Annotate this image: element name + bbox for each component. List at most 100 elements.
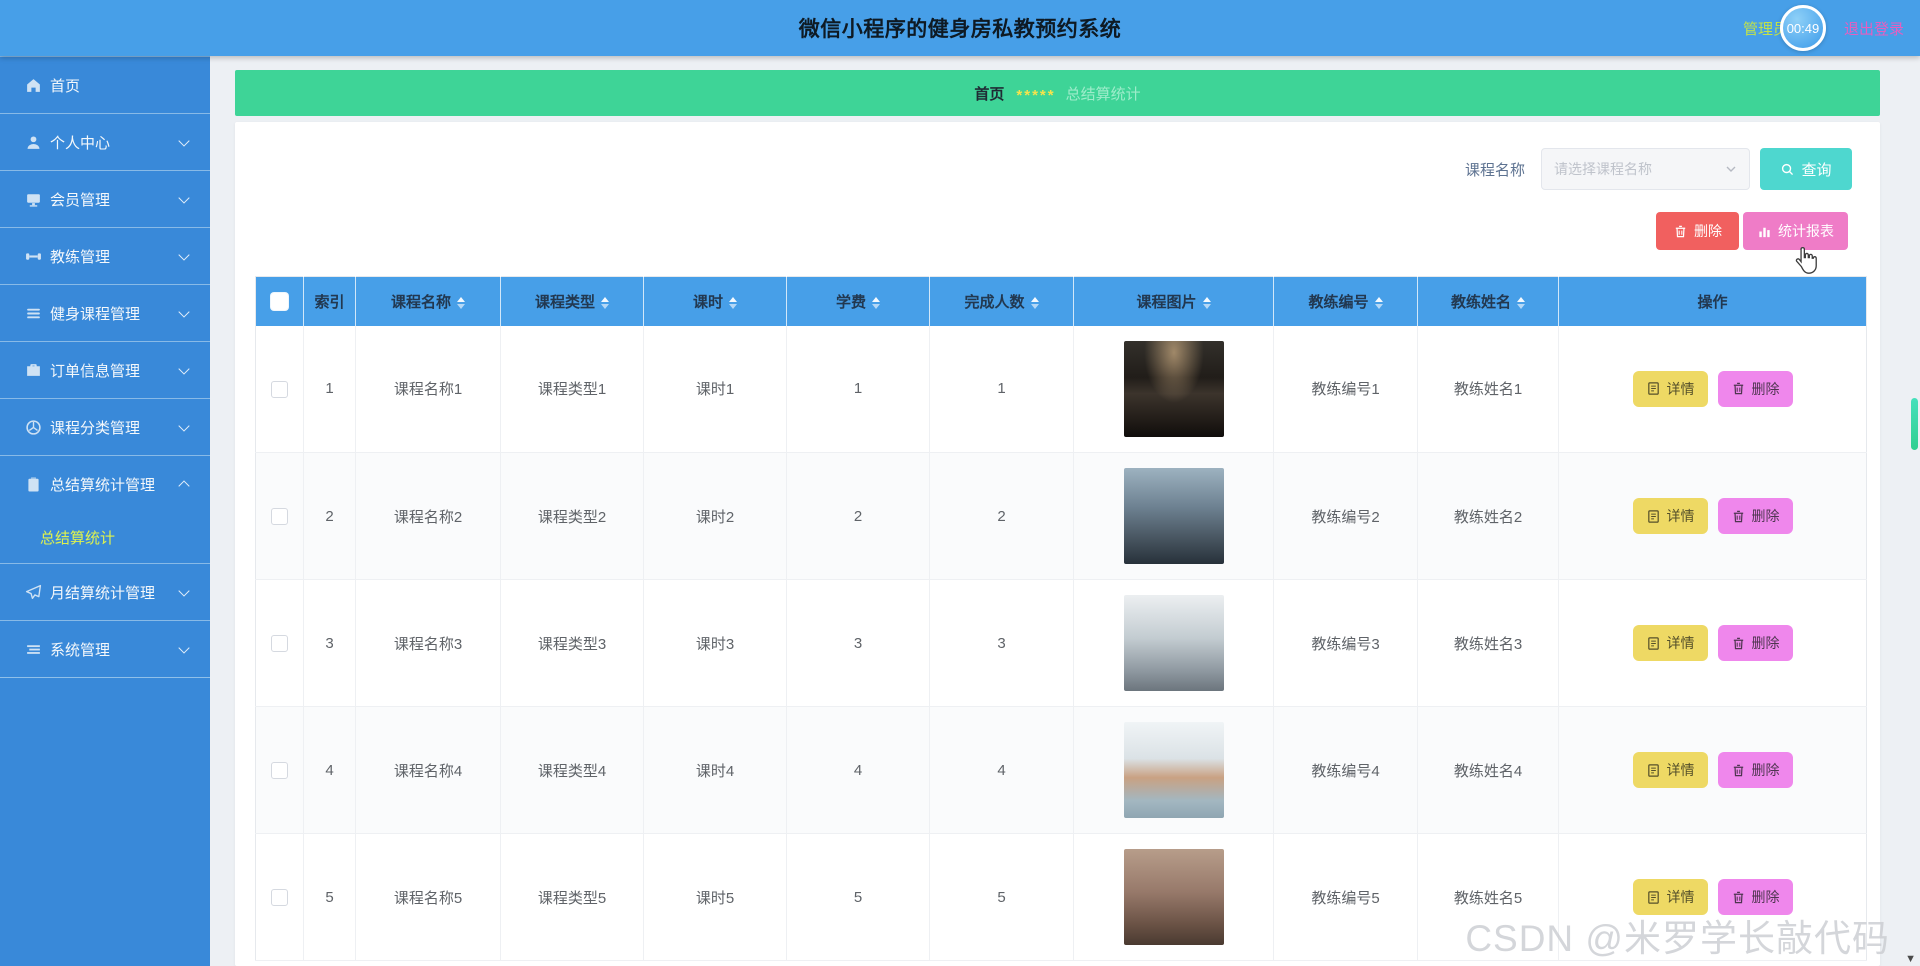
cell-fee: 3 xyxy=(786,579,930,707)
sidebar-subitem[interactable]: 总结算统计 xyxy=(40,530,116,547)
trash-icon xyxy=(1731,763,1746,778)
column-header[interactable]: 教练姓名 xyxy=(1417,276,1559,326)
page-title: 微信小程序的健身房私教预约系统 xyxy=(798,18,1122,41)
chevron-down-icon xyxy=(1725,163,1737,175)
select-all-header xyxy=(255,276,304,326)
scroll-down-arrow-icon[interactable]: ▼ xyxy=(1905,953,1916,965)
paper-plane-icon xyxy=(25,584,42,601)
cell-course-name: 课程名称4 xyxy=(355,706,501,834)
column-header[interactable]: 教练编号 xyxy=(1273,276,1418,326)
column-header[interactable]: 课程图片 xyxy=(1073,276,1274,326)
sort-icon[interactable] xyxy=(729,296,737,309)
cell-course-name: 课程名称1 xyxy=(355,325,501,453)
sort-icon[interactable] xyxy=(457,296,465,309)
trash-icon xyxy=(1673,224,1688,239)
row-checkbox[interactable] xyxy=(271,888,288,906)
delete-button[interactable]: 删除 xyxy=(1656,212,1739,250)
table-row: 5 课程名称5 课程类型5 课时5 5 5 教练编号5 教练姓名5 详情 删除 xyxy=(255,833,1867,961)
sidebar-item-orders[interactable]: 订单信息管理 xyxy=(0,341,210,398)
trash-icon xyxy=(1731,509,1746,524)
main-content: 首页 ***** 总结算统计 课程名称 请选择课程名称 查询 xyxy=(210,56,1920,966)
row-delete-button[interactable]: 删除 xyxy=(1717,752,1793,788)
cell-fee: 2 xyxy=(786,452,930,580)
cell-index: 2 xyxy=(303,452,356,580)
column-header[interactable]: 学费 xyxy=(786,276,930,326)
breadcrumb-home[interactable]: 首页 xyxy=(974,85,1005,103)
chevron-down-icon xyxy=(178,641,190,654)
cell-hours: 课时2 xyxy=(643,452,787,580)
sidebar-item-courses[interactable]: 健身课程管理 xyxy=(0,284,210,341)
course-name-select[interactable]: 请选择课程名称 xyxy=(1541,148,1750,190)
cell-trainer-name: 教练姓名2 xyxy=(1417,452,1559,580)
logout-link[interactable]: 退出登录 xyxy=(1843,20,1904,38)
cell-trainer-id: 教练编号4 xyxy=(1273,706,1418,834)
row-checkbox[interactable] xyxy=(271,507,288,525)
cell-fee: 5 xyxy=(786,833,930,961)
sidebar-menu: 首页 个人中心 会员管理 教练管理 健身课程管理 订单信息管理 课程分类管理 总结算统计管理总… xyxy=(0,56,210,678)
home-icon xyxy=(25,77,42,94)
row-detail-button[interactable]: 详情 xyxy=(1632,625,1708,661)
row-checkbox[interactable] xyxy=(271,761,288,779)
sort-icon[interactable] xyxy=(601,296,609,309)
search-button[interactable]: 查询 xyxy=(1760,148,1852,190)
sidebar-item-summary-stats[interactable]: 总结算统计管理 xyxy=(0,455,210,512)
chevron-down-icon xyxy=(178,584,190,597)
member-card-icon xyxy=(25,191,42,208)
sidebar-item-system[interactable]: 系统管理 xyxy=(0,620,210,677)
sidebar-item-categories[interactable]: 课程分类管理 xyxy=(0,398,210,455)
column-header[interactable]: 课时 xyxy=(643,276,787,326)
header: 微信小程序的健身房私教预约系统 管理员 00:49 退出登录 xyxy=(0,0,1920,56)
row-checkbox[interactable] xyxy=(271,634,288,652)
row-detail-button[interactable]: 详情 xyxy=(1632,752,1708,788)
report-button[interactable]: 统计报表 xyxy=(1743,212,1848,250)
sidebar-item-members[interactable]: 会员管理 xyxy=(0,170,210,227)
sort-icon[interactable] xyxy=(872,296,880,309)
chevron-up-icon xyxy=(178,480,190,492)
cell-trainer-name: 教练姓名3 xyxy=(1417,579,1559,707)
row-delete-button[interactable]: 删除 xyxy=(1717,498,1793,534)
cell-index: 5 xyxy=(303,833,356,961)
trash-icon xyxy=(1731,890,1746,905)
sidebar-item-monthly-stats[interactable]: 月结算统计管理 xyxy=(0,563,210,620)
select-all-checkbox[interactable] xyxy=(271,293,288,311)
chevron-down-icon xyxy=(178,191,190,204)
sort-icon[interactable] xyxy=(1030,296,1039,309)
cell-course-type: 课程类型4 xyxy=(500,706,644,834)
cell-completed: 4 xyxy=(929,706,1074,834)
cell-course-type: 课程类型1 xyxy=(500,325,644,453)
sort-icon[interactable] xyxy=(1202,296,1211,309)
column-header[interactable]: 课程名称 xyxy=(355,276,501,326)
table-body: 1 课程名称1 课程类型1 课时1 1 1 教练编号1 教练姓名1 详情 删除 2 课程名称2 课程类型… xyxy=(255,325,1867,961)
row-detail-button[interactable]: 详情 xyxy=(1632,879,1708,915)
cell-completed: 2 xyxy=(929,452,1074,580)
vertical-scrollbar-thumb[interactable] xyxy=(1911,398,1918,450)
row-checkbox[interactable] xyxy=(271,380,288,398)
row-delete-button[interactable]: 删除 xyxy=(1717,625,1793,661)
column-header[interactable]: 课程类型 xyxy=(500,276,644,326)
cell-completed: 3 xyxy=(929,579,1074,707)
row-delete-button[interactable]: 删除 xyxy=(1717,370,1793,407)
sidebar-item-home[interactable]: 首页 xyxy=(0,56,210,113)
table-header-row: 索引 课程名称 课程类型 课时 学费 完成人数 课程图片 教练编号 教练姓名 操作 xyxy=(255,276,1867,326)
sidebar-item-trainers[interactable]: 教练管理 xyxy=(0,227,210,284)
cell-fee: 4 xyxy=(786,706,930,834)
row-detail-button[interactable]: 详情 xyxy=(1632,370,1708,407)
sort-icon[interactable] xyxy=(1517,296,1525,309)
breadcrumb-stars: ***** xyxy=(1016,86,1056,104)
sidebar-item-profile[interactable]: 个人中心 xyxy=(0,113,210,170)
course-name-label: 课程名称 xyxy=(1464,161,1525,179)
chevron-down-icon xyxy=(178,248,190,261)
cell-completed: 1 xyxy=(929,325,1074,453)
content-card: 课程名称 请选择课程名称 查询 删除 xyxy=(235,122,1880,966)
row-delete-button[interactable]: 删除 xyxy=(1717,879,1793,915)
trash-icon xyxy=(1731,636,1746,651)
column-header[interactable]: 完成人数 xyxy=(929,276,1074,326)
cell-trainer-id: 教练编号5 xyxy=(1273,833,1418,961)
sort-icon[interactable] xyxy=(1374,296,1383,309)
cell-hours: 课时3 xyxy=(643,579,787,707)
row-detail-button[interactable]: 详情 xyxy=(1632,498,1708,534)
cell-hours: 课时4 xyxy=(643,706,787,834)
doc-icon xyxy=(1646,636,1661,651)
session-timer-badge: 00:49 xyxy=(1779,5,1826,51)
dumbbell-icon xyxy=(25,248,42,265)
